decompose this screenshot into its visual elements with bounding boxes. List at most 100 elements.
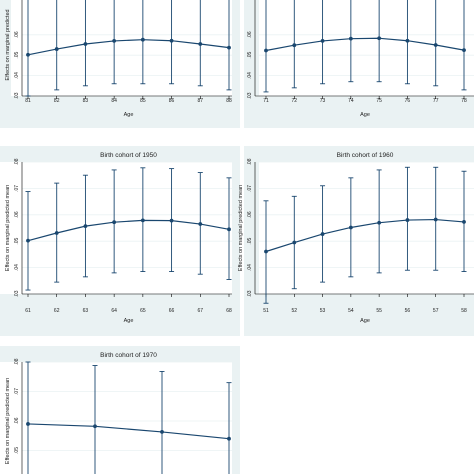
x-axis-label: Age — [360, 112, 370, 118]
data-point — [160, 430, 164, 434]
data-point — [320, 39, 325, 43]
y-axis-label: Effects on marginal predicted mean — [5, 185, 11, 271]
data-point — [377, 220, 382, 225]
x-tick-label: 78 — [461, 98, 467, 104]
x-tick-label: 87 — [198, 98, 204, 104]
y-tick-label: .03 — [14, 290, 20, 297]
y-tick-label: .07 — [247, 185, 253, 192]
data-point — [264, 48, 268, 53]
x-tick-label: 53 — [320, 308, 326, 314]
data-point — [264, 249, 268, 254]
y-tick-label: .06 — [14, 417, 20, 424]
data-point — [292, 43, 297, 48]
chart-panel-4: .03 .04 .05 .06 .07 .08 Effects on marginal pr… — [238, 146, 474, 336]
data-point — [26, 422, 30, 426]
x-axis-label: Age — [124, 112, 134, 118]
x-tick-label: 84 — [111, 98, 117, 104]
y-tick-label: .08 — [14, 358, 20, 365]
x-tick-label: 56 — [405, 308, 411, 314]
plot-area — [259, 162, 474, 294]
y-tick-label: .05 — [247, 238, 253, 245]
data-point — [292, 240, 297, 245]
x-tick-label: 72 — [292, 98, 298, 104]
y-tick-label: .05 — [14, 238, 20, 245]
data-point — [227, 436, 231, 441]
data-point — [169, 218, 174, 223]
data-point — [54, 47, 59, 51]
x-tick-label: 77 — [433, 98, 439, 104]
y-tick-label: .05 — [247, 52, 253, 59]
data-point — [140, 218, 145, 223]
y-tick-label: .06 — [247, 211, 253, 218]
data-point — [462, 220, 466, 224]
plot-area — [11, 0, 232, 96]
y-tick-label: .06 — [247, 31, 253, 38]
x-tick-label: 85 — [140, 98, 146, 104]
series-line — [27, 219, 230, 242]
x-tick-label: 57 — [433, 308, 439, 314]
y-tick-label: .04 — [247, 264, 253, 271]
x-tick-label: 83 — [83, 98, 89, 104]
x-tick-label: 63 — [83, 308, 89, 314]
x-tick-label: 66 — [169, 308, 175, 314]
data-point — [320, 232, 325, 236]
x-tick-label: 65 — [140, 308, 146, 314]
x-axis-label: Age — [360, 318, 370, 324]
data-point — [462, 48, 466, 52]
y-tick-label: .04 — [14, 264, 20, 271]
x-tick-label: 73 — [320, 98, 326, 104]
x-tick-label: 51 — [263, 308, 269, 314]
data-point — [112, 39, 117, 43]
y-tick-label: .04 — [247, 72, 253, 79]
data-point — [433, 217, 438, 222]
plot-area — [259, 0, 474, 96]
y-tick-label: .07 — [14, 388, 20, 395]
y-tick-label: .08 — [14, 158, 20, 165]
x-tick-label: 67 — [198, 308, 204, 314]
chart-panel-2: .03 .04 .05 .06 71 72 73 74 75 76 77 78 Age — [244, 0, 474, 128]
data-point — [169, 38, 174, 43]
x-tick-label: 76 — [405, 98, 411, 104]
x-tick-label: 55 — [376, 308, 382, 314]
data-point — [377, 36, 382, 41]
y-tick-label: .03 — [247, 92, 253, 99]
plot-area — [0, 362, 232, 474]
data-point — [198, 42, 203, 46]
data-point — [348, 225, 353, 230]
data-point — [405, 38, 410, 43]
x-tick-label: 62 — [54, 308, 60, 314]
y-axis-label: Effects on marginal predicted mean — [238, 185, 244, 271]
x-tick-label: 81 — [25, 98, 31, 104]
y-tick-label: .03 — [247, 290, 253, 297]
x-tick-label: 86 — [169, 98, 175, 104]
data-point — [227, 227, 231, 232]
chart-title: Birth cohort of 1950 — [100, 152, 157, 159]
data-point — [83, 224, 88, 229]
chart-title: Birth cohort of 1960 — [337, 152, 394, 159]
x-axis-label: Age — [124, 318, 134, 324]
data-point — [26, 52, 30, 57]
x-tick-label: 75 — [376, 98, 382, 104]
y-tick-label: .06 — [14, 211, 20, 218]
x-tick-label: 58 — [461, 308, 467, 314]
data-point — [433, 43, 438, 47]
series-line — [27, 423, 230, 440]
data-point — [83, 42, 88, 46]
chart-title: Birth cohort of 1970 — [100, 352, 157, 359]
series-line — [265, 218, 465, 253]
data-point — [140, 37, 145, 42]
chart-panel-5: .05 .06 .07 .08 Effects on marginal predicte… — [0, 346, 240, 474]
x-tick-label: 71 — [263, 98, 269, 104]
series-line — [265, 37, 465, 52]
data-point — [93, 424, 97, 429]
series-line — [27, 39, 230, 56]
data-point — [198, 222, 203, 226]
data-point — [26, 238, 30, 243]
y-tick-label: .07 — [14, 185, 20, 192]
y-tick-label: .05 — [14, 52, 20, 59]
x-tick-label: 82 — [54, 98, 60, 104]
y-axis-label: Effects on marginal predicted mean — [5, 378, 11, 464]
plot-area — [0, 162, 232, 294]
